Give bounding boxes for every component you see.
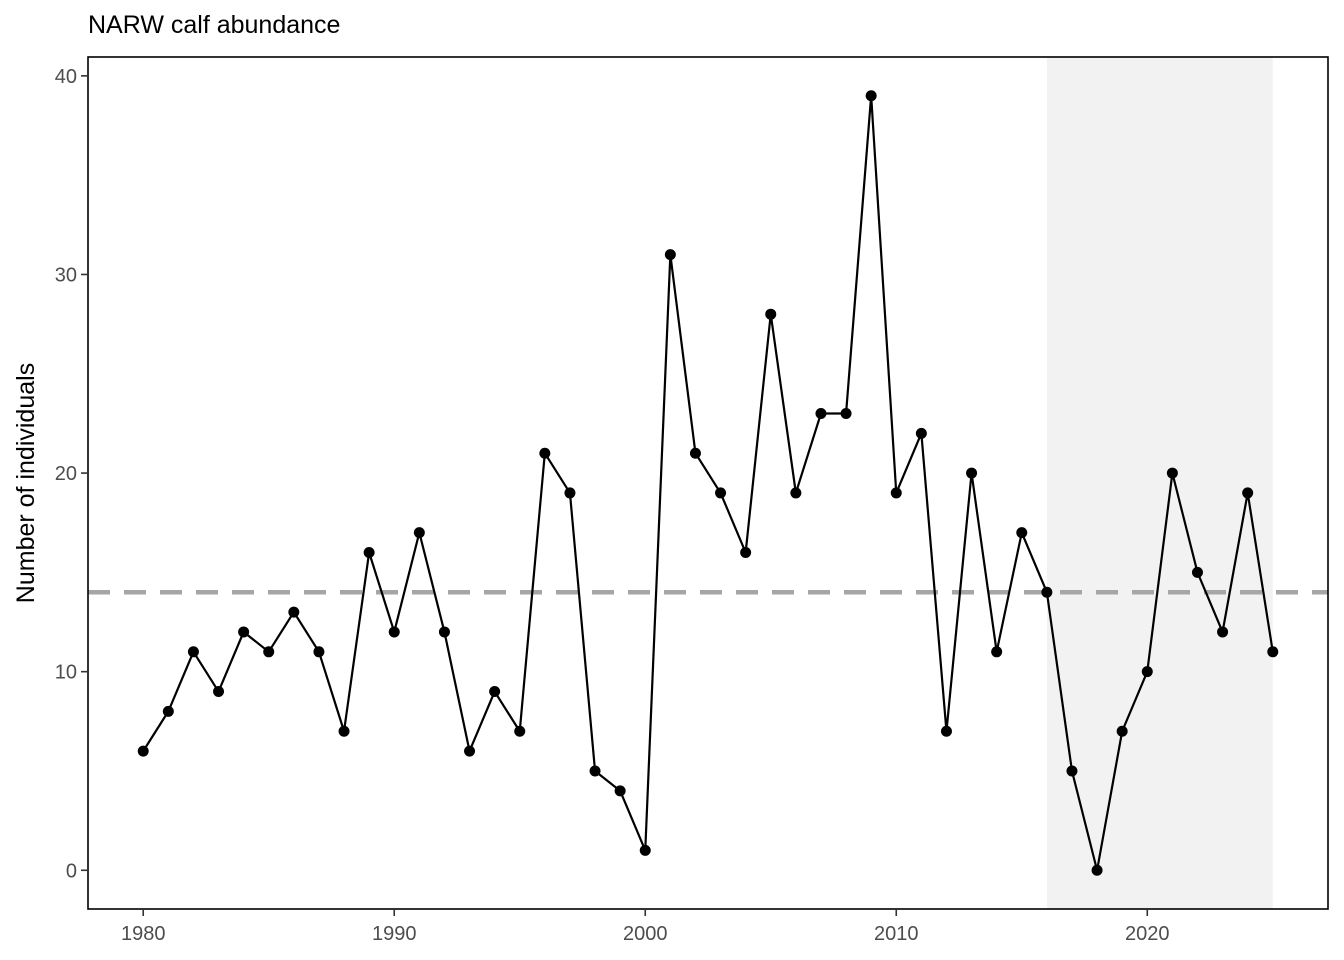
data-point-2004	[740, 547, 752, 559]
data-point-2011	[915, 427, 927, 439]
data-point-1991	[413, 527, 425, 539]
x-tick-label-1980: 1980	[121, 923, 166, 945]
shaded-region	[1046, 57, 1273, 909]
points-layer	[137, 90, 1279, 876]
data-point-1999	[614, 785, 626, 797]
data-point-1997	[564, 487, 576, 499]
data-point-1987	[313, 646, 325, 658]
series-line	[142, 94, 1274, 872]
data-point-1995	[514, 725, 526, 737]
x-tick-label-2020: 2020	[1125, 923, 1170, 945]
chart-title: NARW calf abundance	[88, 11, 340, 39]
data-point-1992	[438, 626, 450, 638]
data-point-1996	[539, 447, 551, 459]
y-axis-title: Number of individuals	[12, 363, 40, 603]
data-point-1993	[464, 745, 476, 757]
data-point-1989	[363, 547, 375, 559]
data-point-1982	[187, 646, 199, 658]
data-point-2017	[1066, 765, 1078, 777]
y-tick-label-40: 40	[55, 66, 77, 88]
data-point-2000	[639, 844, 651, 856]
data-point-1998	[589, 765, 601, 777]
data-point-2005	[765, 308, 777, 320]
y-tick-label-20: 20	[55, 463, 77, 485]
data-point-2015	[1016, 527, 1028, 539]
y-tick-label-0: 0	[66, 860, 77, 882]
data-point-2016	[1041, 586, 1053, 598]
data-point-2024	[1242, 487, 1254, 499]
data-point-2007	[815, 407, 827, 419]
data-point-1985	[263, 646, 275, 658]
data-point-2021	[1166, 467, 1178, 479]
data-point-1981	[162, 705, 174, 717]
x-tick-label-1990: 1990	[372, 923, 417, 945]
data-point-1994	[489, 686, 501, 698]
data-point-2014	[991, 646, 1003, 658]
data-point-2008	[840, 407, 852, 419]
data-point-1983	[213, 686, 225, 698]
data-point-2018	[1091, 864, 1103, 876]
data-point-1980	[137, 745, 149, 757]
data-point-2020	[1141, 666, 1153, 678]
data-point-2009	[865, 90, 877, 102]
data-point-2025	[1267, 646, 1279, 658]
x-tick-label-2000: 2000	[623, 923, 668, 945]
y-tick-label-30: 30	[55, 264, 77, 286]
data-point-2006	[790, 487, 802, 499]
x-tick-label-2010: 2010	[874, 923, 919, 945]
data-point-2013	[966, 467, 978, 479]
shaded-region-layer	[1046, 57, 1273, 909]
data-point-2023	[1217, 626, 1229, 638]
data-point-2001	[664, 249, 676, 261]
y-tick-label-10: 10	[55, 662, 77, 684]
data-point-1988	[338, 725, 350, 737]
data-point-1984	[238, 626, 250, 638]
plot-panel-border	[87, 56, 1329, 910]
axes-layer: 1980 1990 2000 2010 2020 0 10 20 30 40	[55, 66, 1170, 945]
series-layer	[142, 94, 1274, 872]
data-point-2012	[940, 725, 952, 737]
data-point-2019	[1116, 725, 1128, 737]
data-point-2010	[890, 487, 902, 499]
data-point-1986	[288, 606, 300, 618]
data-point-1990	[388, 626, 400, 638]
data-point-2003	[715, 487, 727, 499]
data-point-2022	[1191, 566, 1203, 578]
data-point-2002	[689, 447, 701, 459]
